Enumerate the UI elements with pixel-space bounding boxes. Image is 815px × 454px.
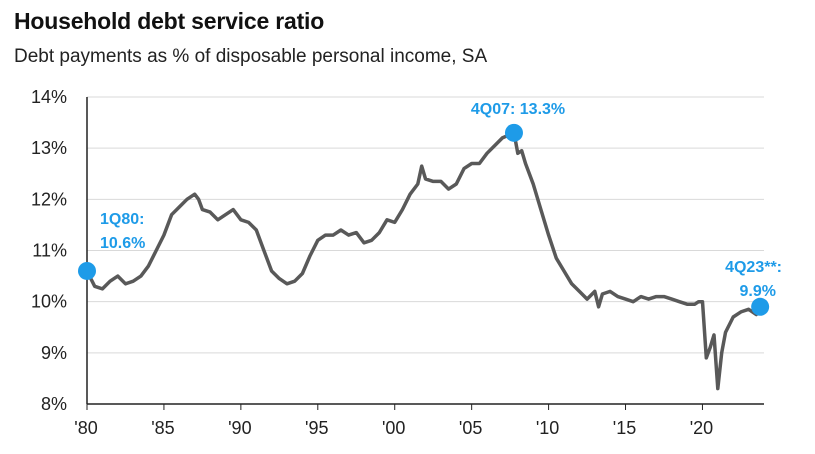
marker-4q23 (751, 297, 770, 316)
annotation-4q23-label: 4Q23**: (725, 259, 782, 276)
annotation-1q80-value: 10.6% (100, 235, 145, 252)
chart-subtitle: Debt payments as % of disposable persona… (14, 46, 488, 67)
y-tick-label: 10% (31, 292, 67, 312)
x-tick-label: '10 (536, 418, 559, 438)
x-tick-label: '20 (690, 418, 713, 438)
annotation-4q23-value: 9.9% (740, 283, 776, 300)
y-tick-label: 12% (31, 189, 67, 209)
x-tick-label: '80 (74, 418, 97, 438)
marker-4q07 (504, 123, 523, 142)
series-line (85, 131, 762, 391)
x-tick-label: '00 (382, 418, 405, 438)
x-tick-label: '05 (459, 418, 482, 438)
y-tick-label: 8% (41, 394, 67, 414)
annotation-1q80-label: 1Q80: (100, 211, 144, 228)
chart-title: Household debt service ratio (14, 8, 325, 34)
marker-1q80 (78, 261, 96, 280)
y-tick-label: 13% (31, 138, 67, 158)
x-tick-label: '95 (305, 418, 328, 438)
y-tick-label: 14% (31, 87, 67, 107)
x-tick-label: '90 (228, 418, 251, 438)
x-tick-label: '85 (151, 418, 174, 438)
x-tick-label: '15 (613, 418, 636, 438)
y-tick-label: 9% (41, 343, 67, 363)
y-tick-label: 11% (32, 241, 67, 261)
annotation-4q07-label: 4Q07: 13.3% (471, 101, 565, 118)
